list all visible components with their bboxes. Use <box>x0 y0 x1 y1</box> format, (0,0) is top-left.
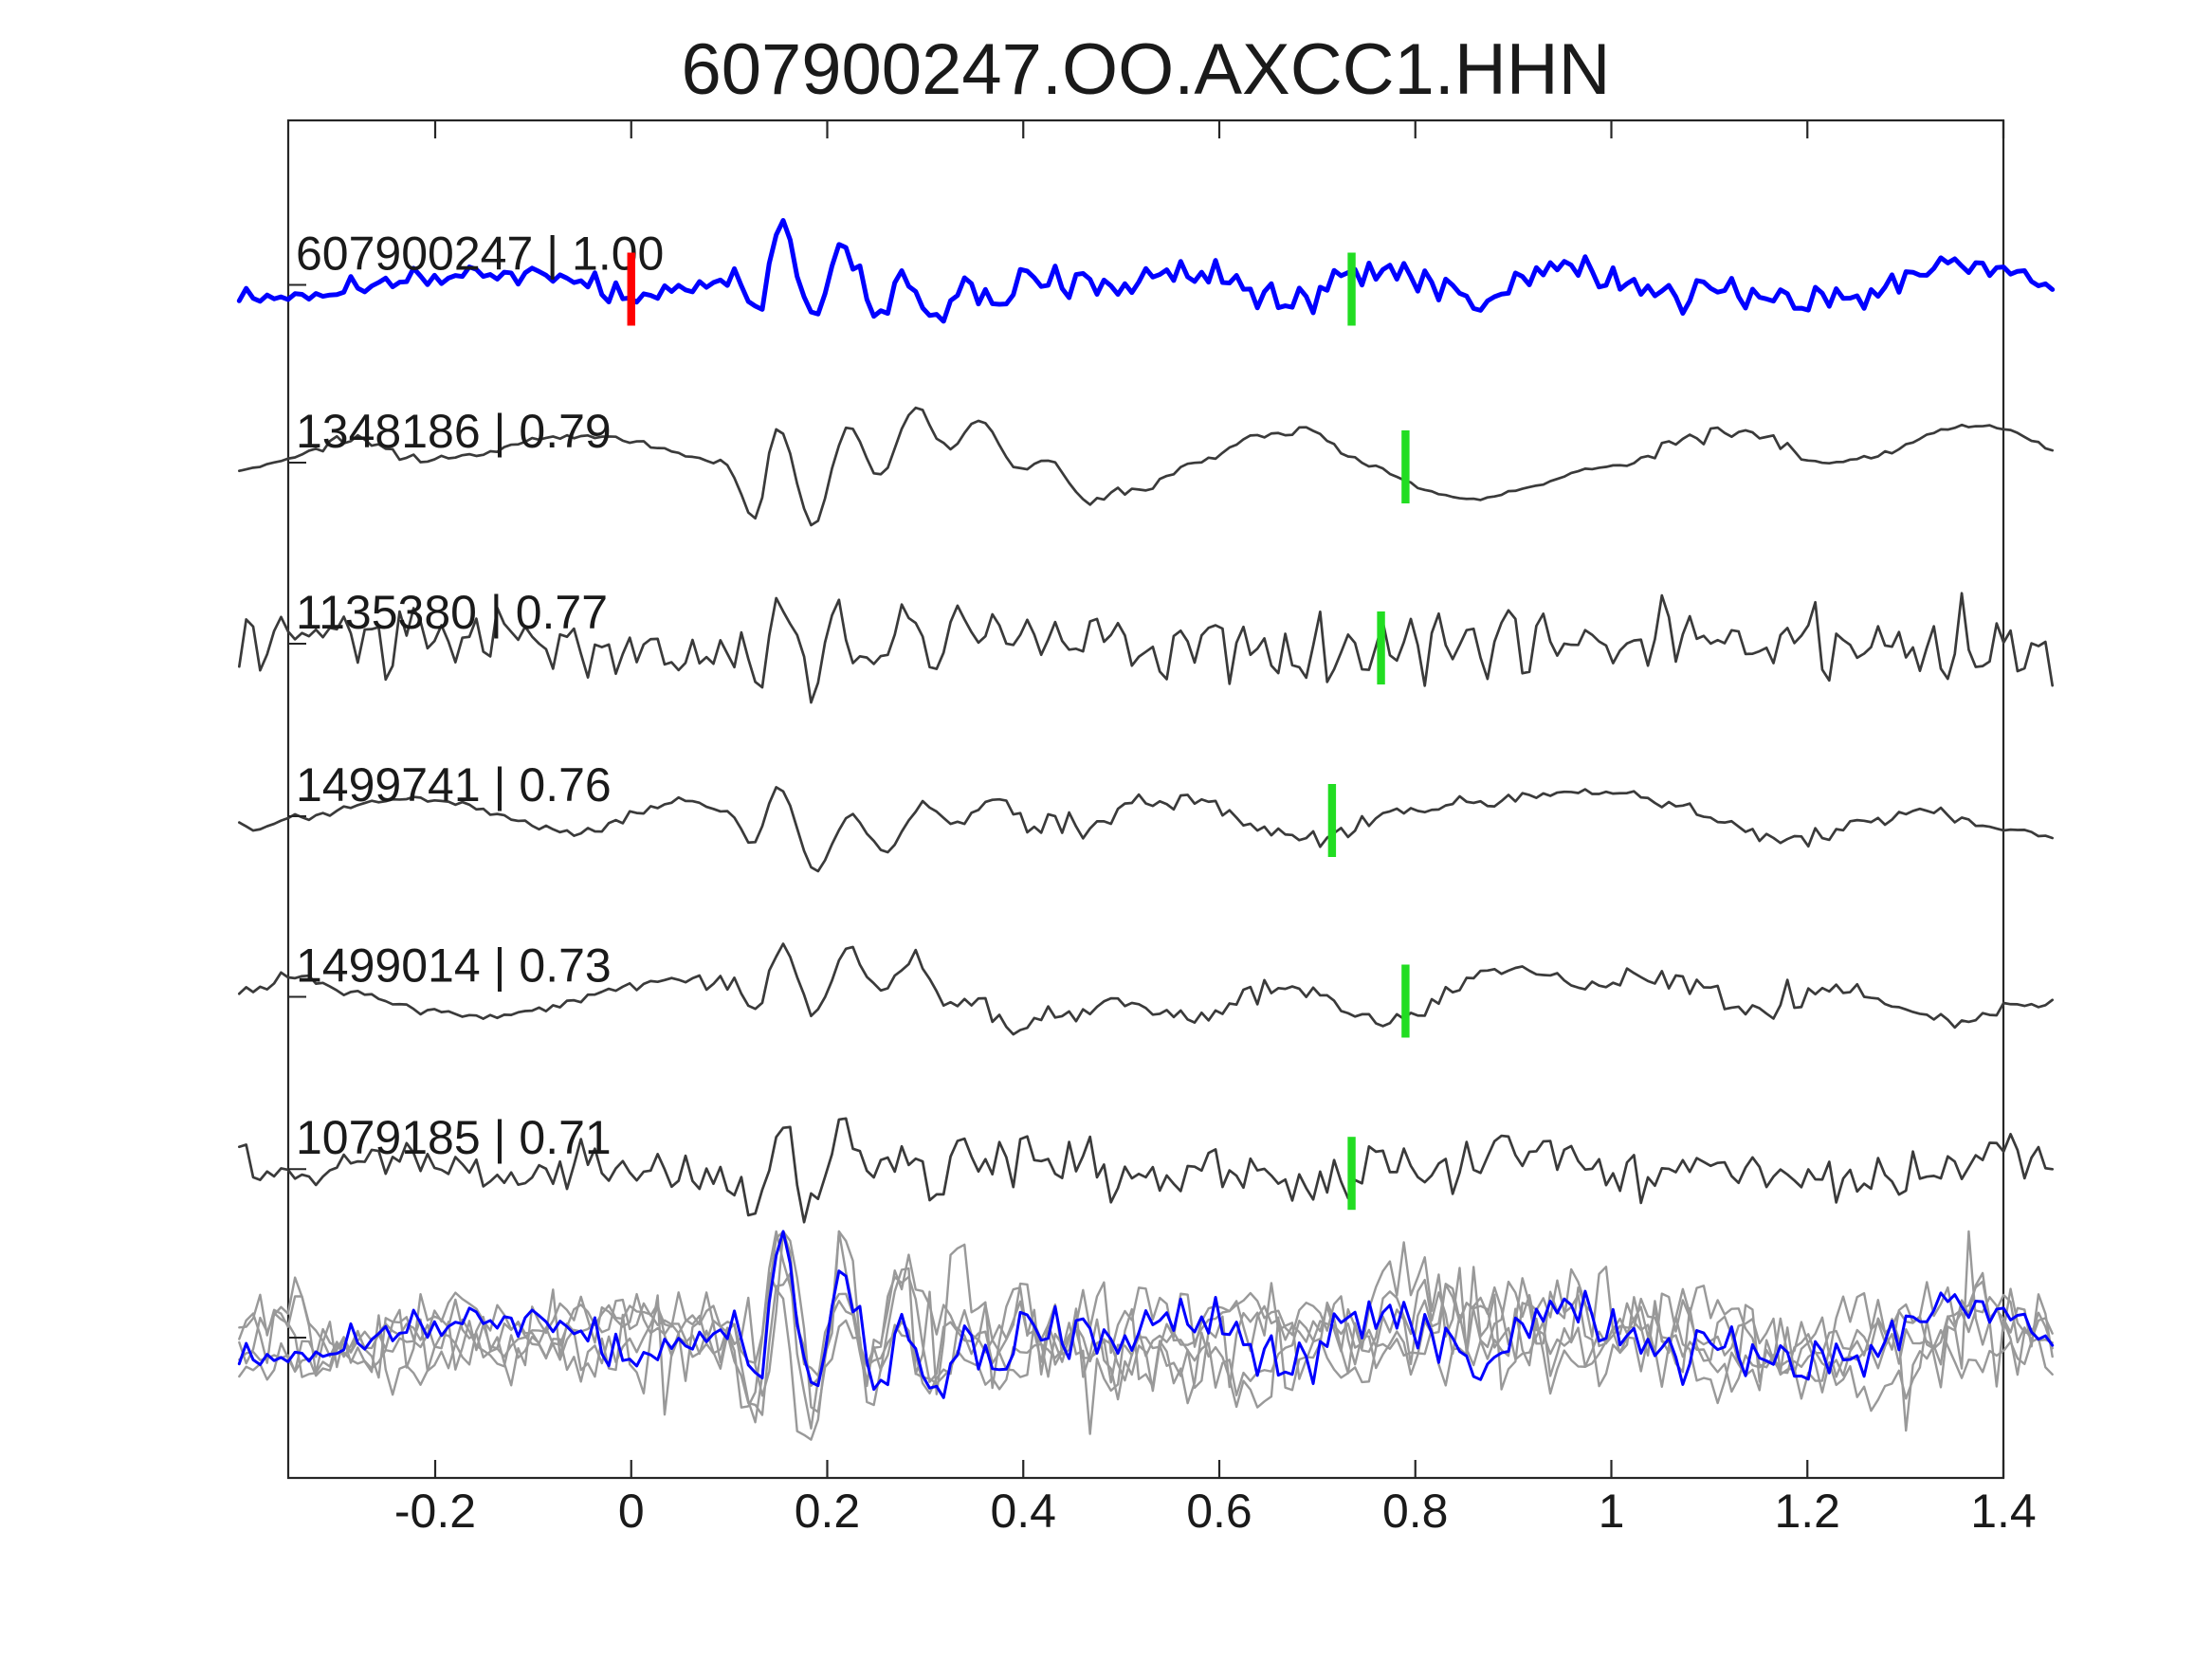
svg-text:-0.2: -0.2 <box>394 1485 476 1538</box>
svg-text:1499741 | 0.76: 1499741 | 0.76 <box>296 758 612 811</box>
svg-text:1079185 | 0.71: 1079185 | 0.71 <box>296 1111 612 1164</box>
svg-text:607900247.OO.AXCC1.HHN: 607900247.OO.AXCC1.HHN <box>681 29 1610 110</box>
svg-text:607900247 | 1.00: 607900247 | 1.00 <box>296 228 664 281</box>
svg-text:0.4: 0.4 <box>990 1485 1056 1538</box>
svg-text:1: 1 <box>1599 1485 1625 1538</box>
svg-text:1348186 | 0.79: 1348186 | 0.79 <box>296 405 612 458</box>
svg-text:0.8: 0.8 <box>1382 1485 1449 1538</box>
svg-text:1.2: 1.2 <box>1774 1485 1840 1538</box>
svg-text:1.4: 1.4 <box>1970 1485 2037 1538</box>
svg-text:0.2: 0.2 <box>795 1485 861 1538</box>
svg-text:0: 0 <box>618 1485 645 1538</box>
svg-text:1499014 | 0.73: 1499014 | 0.73 <box>296 939 612 993</box>
svg-text:0.6: 0.6 <box>1186 1485 1252 1538</box>
svg-text:1135380 | 0.77: 1135380 | 0.77 <box>296 586 608 639</box>
